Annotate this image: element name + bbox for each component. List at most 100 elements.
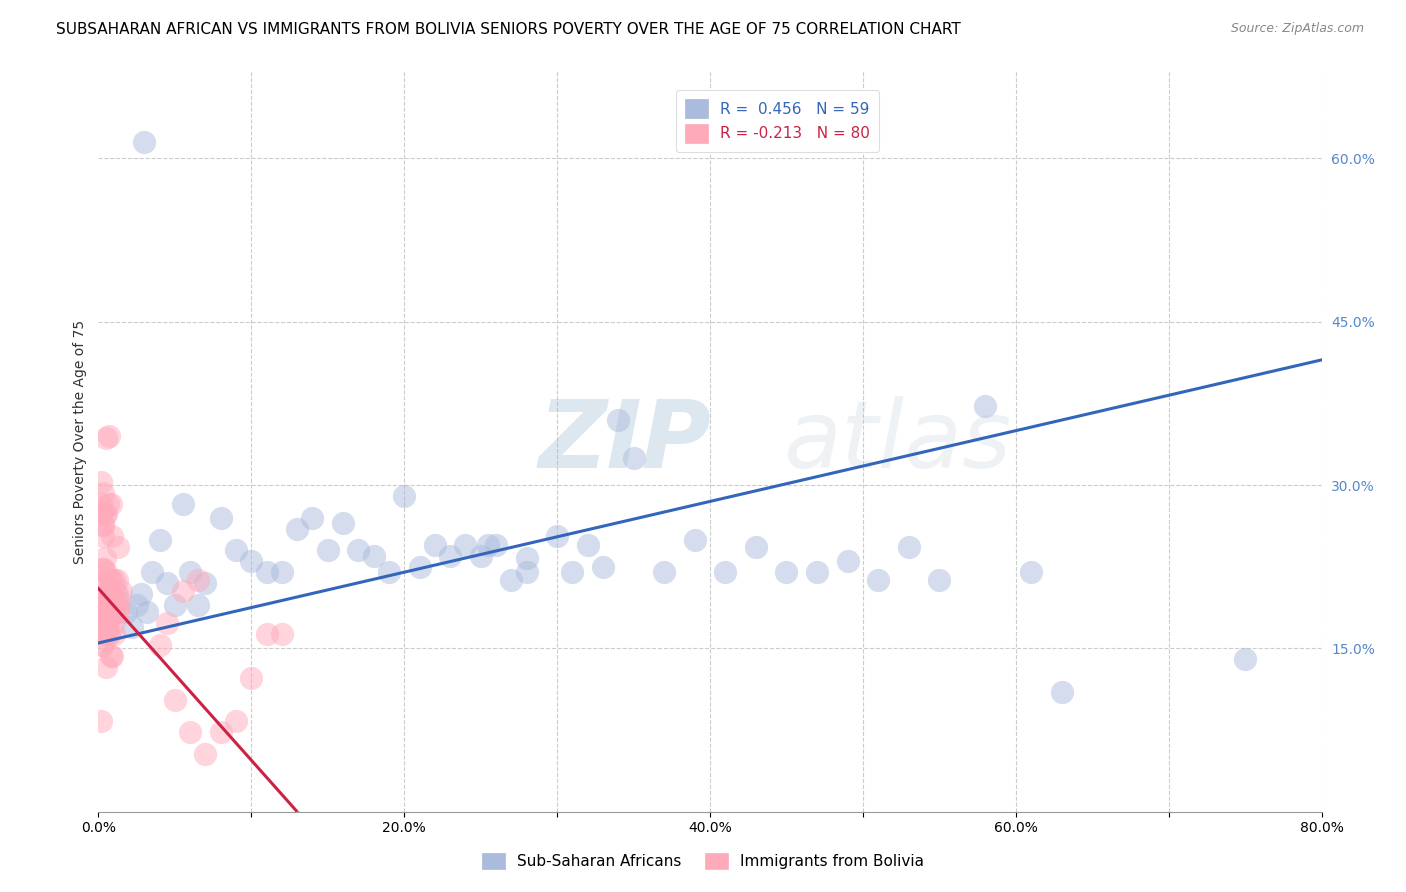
Point [105, 587, 128, 601]
Point [91, 518, 114, 533]
Point [94, 616, 117, 631]
Point [454, 538, 477, 552]
Point [100, 573, 122, 587]
Point [256, 627, 278, 641]
Point [98, 627, 121, 641]
Point [91, 638, 114, 652]
Point [94, 431, 117, 445]
Text: Source: ZipAtlas.com: Source: ZipAtlas.com [1230, 22, 1364, 36]
Point [110, 583, 132, 598]
Point [98, 606, 121, 620]
Point [439, 549, 461, 563]
Point [94, 616, 117, 631]
Point [97, 594, 120, 608]
Point [100, 497, 122, 511]
Point [94, 508, 117, 522]
Point [91, 594, 114, 608]
Text: ZIP: ZIP [538, 395, 711, 488]
Point [225, 543, 247, 558]
Point [868, 573, 890, 587]
Text: SUBSAHARAN AFRICAN VS IMMIGRANTS FROM BOLIVIA SENIORS POVERTY OVER THE AGE OF 75: SUBSAHARAN AFRICAN VS IMMIGRANTS FROM BO… [56, 22, 960, 37]
Point [104, 594, 127, 608]
Point [97, 594, 120, 608]
Text: atlas: atlas [783, 396, 1012, 487]
Point [93, 594, 115, 608]
Point [90, 508, 112, 522]
Point [91, 518, 114, 533]
Point [105, 573, 128, 587]
Point [592, 559, 614, 574]
Point [136, 606, 159, 620]
Point [149, 638, 172, 652]
Point [91, 562, 114, 576]
Point [90, 616, 112, 631]
Point [1050, 685, 1073, 699]
Point [561, 565, 583, 579]
Point [93, 508, 115, 522]
Point [714, 565, 737, 579]
Point [607, 413, 630, 427]
Point [270, 565, 292, 579]
Point [97, 497, 120, 511]
Point [301, 510, 323, 524]
Point [93, 616, 115, 631]
Point [105, 606, 128, 620]
Point [240, 554, 263, 568]
Point [101, 529, 124, 543]
Point [897, 540, 920, 554]
Point [94, 660, 117, 674]
Point [101, 594, 124, 608]
Point [163, 692, 186, 706]
Y-axis label: Seniors Poverty Over the Age of 75: Seniors Poverty Over the Age of 75 [73, 319, 87, 564]
Point [179, 725, 201, 739]
Point [93, 573, 115, 587]
Point [194, 747, 217, 761]
Point [100, 594, 122, 608]
Point [209, 510, 232, 524]
Point [90, 638, 112, 652]
Point [408, 559, 430, 574]
Point [485, 538, 508, 552]
Point [316, 543, 339, 558]
Point [103, 627, 125, 641]
Point [172, 497, 194, 511]
Point [501, 573, 523, 587]
Point [90, 475, 112, 489]
Point [516, 565, 538, 579]
Point [103, 616, 125, 631]
Point [101, 583, 124, 598]
Point [107, 606, 129, 620]
Point [103, 573, 125, 587]
Point [121, 619, 143, 633]
Point [347, 543, 370, 558]
Point [775, 565, 797, 579]
Point [745, 540, 768, 554]
Point [91, 606, 114, 620]
Point [100, 583, 122, 598]
Point [104, 606, 127, 620]
Point [683, 533, 706, 547]
Point [332, 516, 354, 531]
Point [91, 485, 114, 500]
Point [1019, 565, 1042, 579]
Point [378, 565, 401, 579]
Point [225, 714, 247, 729]
Point [256, 565, 278, 579]
Point [90, 582, 112, 596]
Point [1234, 652, 1257, 666]
Point [101, 648, 124, 663]
Point [516, 551, 538, 566]
Point [90, 714, 112, 729]
Point [928, 573, 950, 587]
Point [93, 627, 115, 641]
Legend: Sub-Saharan Africans, Immigrants from Bolivia: Sub-Saharan Africans, Immigrants from Bo… [477, 847, 929, 875]
Point [101, 606, 124, 620]
Point [98, 583, 121, 598]
Point [172, 583, 194, 598]
Point [285, 522, 308, 536]
Point [107, 540, 129, 554]
Point [94, 565, 117, 579]
Point [100, 648, 122, 663]
Point [134, 135, 156, 149]
Point [97, 598, 120, 612]
